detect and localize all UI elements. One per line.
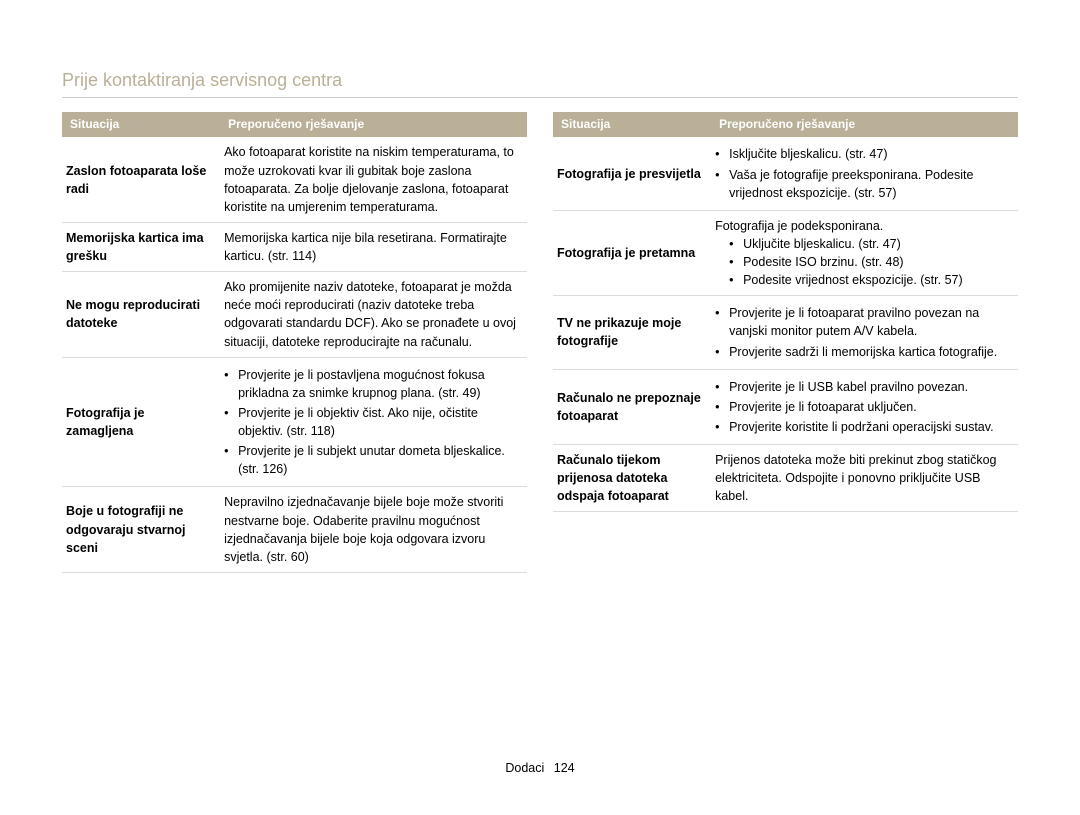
row-label: Memorijska kartica ima grešku (62, 222, 220, 271)
row-solution: Provjerite je li fotoaparat pravilno pov… (711, 296, 1018, 369)
row-solution: Provjerite je li USB kabel pravilno pove… (711, 369, 1018, 444)
row-label: TV ne prikazuje moje fotografije (553, 296, 711, 369)
row-label: Računalo ne prepoznaje fotoaparat (553, 369, 711, 444)
row-solution: Nepravilno izjednačavanje bijele boje mo… (220, 487, 527, 573)
troubleshoot-table-left: Situacija Preporučeno rješavanje Zaslon … (62, 112, 527, 573)
footer-section: Dodaci (505, 761, 544, 775)
th-solution: Preporučeno rješavanje (220, 112, 527, 137)
table-row: Računalo ne prepoznaje fotoaparat Provje… (553, 369, 1018, 444)
page-title: Prije kontaktiranja servisnog centra (62, 70, 1018, 98)
row-label: Fotografija je zamagljena (62, 357, 220, 487)
row-solution: Prijenos datoteka može biti prekinut zbo… (711, 445, 1018, 512)
row-label: Boje u fotografiji ne odgovaraju stvarno… (62, 487, 220, 573)
table-row: Fotografija je zamagljena Provjerite je … (62, 357, 527, 487)
list-item: Vaša je fotografije preeksponirana. Pode… (715, 166, 1010, 202)
list-item: Uključite bljeskalicu. (str. 47) (715, 235, 1010, 253)
row-label: Računalo tijekom prijenosa datoteka odsp… (553, 445, 711, 512)
table-row: Memorijska kartica ima grešku Memorijska… (62, 222, 527, 271)
row-solution: Provjerite je li postavljena mogućnost f… (220, 357, 527, 487)
th-situation: Situacija (62, 112, 220, 137)
page-footer: Dodaci 124 (0, 761, 1080, 775)
table-row: Računalo tijekom prijenosa datoteka odsp… (553, 445, 1018, 512)
table-row: Ne mogu reproducirati datoteke Ako promi… (62, 272, 527, 358)
list-item: Provjerite je li postavljena mogućnost f… (224, 366, 519, 402)
row-solution: Ako promijenite naziv datoteke, fotoapar… (220, 272, 527, 358)
table-row: Fotografija je pretamna Fotografija je p… (553, 210, 1018, 296)
table-row: Boje u fotografiji ne odgovaraju stvarno… (62, 487, 527, 573)
row-solution: Isključite bljeskalicu. (str. 47) Vaša j… (711, 137, 1018, 210)
row-label: Fotografija je pretamna (553, 210, 711, 296)
list-item: Podesite vrijednost ekspozicije. (str. 5… (715, 271, 1010, 289)
footer-page-number: 124 (554, 761, 575, 775)
intro-text: Fotografija je podeksponirana. (715, 217, 1010, 235)
right-column: Situacija Preporučeno rješavanje Fotogra… (553, 112, 1018, 573)
row-solution: Ako fotoaparat koristite na niskim tempe… (220, 137, 527, 222)
row-label: Zaslon fotoaparata loše radi (62, 137, 220, 222)
list-item: Provjerite sadrži li memorijska kartica … (715, 343, 1010, 361)
row-label: Ne mogu reproducirati datoteke (62, 272, 220, 358)
row-label: Fotografija je presvijetla (553, 137, 711, 210)
list-item: Provjerite je li objektiv čist. Ako nije… (224, 404, 519, 440)
table-row: Fotografija je presvijetla Isključite bl… (553, 137, 1018, 210)
table-row: Zaslon fotoaparata loše radi Ako fotoapa… (62, 137, 527, 222)
th-solution: Preporučeno rješavanje (711, 112, 1018, 137)
list-item: Provjerite je li USB kabel pravilno pove… (715, 378, 1010, 396)
list-item: Podesite ISO brzinu. (str. 48) (715, 253, 1010, 271)
list-item: Isključite bljeskalicu. (str. 47) (715, 145, 1010, 163)
list-item: Provjerite je li fotoaparat uključen. (715, 398, 1010, 416)
content-columns: Situacija Preporučeno rješavanje Zaslon … (62, 112, 1018, 573)
list-item: Provjerite je li subjekt unutar dometa b… (224, 442, 519, 478)
table-row: TV ne prikazuje moje fotografije Provjer… (553, 296, 1018, 369)
left-column: Situacija Preporučeno rješavanje Zaslon … (62, 112, 527, 573)
row-solution: Fotografija je podeksponirana. Uključite… (711, 210, 1018, 296)
th-situation: Situacija (553, 112, 711, 137)
troubleshoot-table-right: Situacija Preporučeno rješavanje Fotogra… (553, 112, 1018, 512)
list-item: Provjerite je li fotoaparat pravilno pov… (715, 304, 1010, 340)
list-item: Provjerite koristite li podržani operaci… (715, 418, 1010, 436)
row-solution: Memorijska kartica nije bila resetirana.… (220, 222, 527, 271)
